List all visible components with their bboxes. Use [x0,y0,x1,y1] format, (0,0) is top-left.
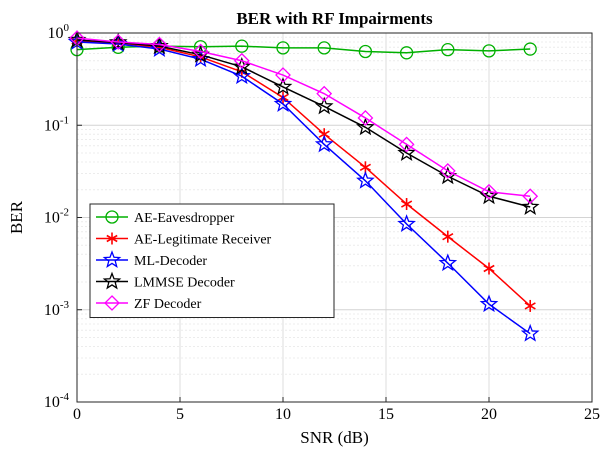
legend-entry: ML-Decoder [96,250,207,269]
data-point [314,96,334,115]
data-point [232,66,252,85]
legend-marker [106,232,118,245]
chart-title: BER with RF Impairments [236,9,433,28]
data-point [524,299,536,312]
legend-marker [104,295,120,311]
data-point [520,323,540,342]
data-point [479,294,499,313]
data-point [192,43,209,60]
legend-entry: AE-Eavesdropper [96,210,235,226]
legend-label: AE-Legitimate Receiver [134,233,272,248]
data-point [482,44,496,58]
data-point [397,143,416,161]
data-point [520,197,540,215]
data-point [399,46,414,60]
series-lmmse-decoder [67,30,540,215]
legend-marker [105,210,119,224]
series-zf-decoder [69,30,539,205]
data-point [439,162,456,179]
legend-box [89,203,335,318]
legend-marker [102,271,122,290]
data-point [316,85,333,102]
data-point [275,67,291,83]
legend-label: ML-Decoder [134,254,207,269]
data-point [356,170,375,189]
y-tick-label: 10-1 [44,114,69,134]
x-tick-label: 10 [275,406,291,423]
legend-entry: AE-Legitimate Receiver [96,232,272,248]
series-layer [67,30,540,342]
data-point [273,94,293,112]
legend-label: LMMSE Decoder [134,276,235,291]
series-line [76,37,531,197]
x-tick-label: 5 [176,406,184,423]
x-tick-label: 20 [481,406,497,423]
legend: AE-Eavesdropper AE-Legitimate Receiver ML-… [89,203,335,318]
y-tick-label: 10-2 [44,207,69,227]
data-point [151,36,168,53]
data-point [481,183,497,200]
data-point [397,214,416,232]
y-tick-label: 10-4 [44,391,70,411]
data-point [233,52,250,69]
data-point [110,34,127,50]
data-point [398,136,415,153]
series-line [76,41,531,335]
y-tick-label: 10-3 [44,299,70,319]
data-point [273,77,293,95]
data-point [357,110,374,126]
data-point [276,41,290,55]
data-point [356,117,375,136]
data-point [235,39,249,53]
data-point [523,42,537,56]
y-tick-label: 100 [48,22,70,42]
data-point [441,42,455,57]
legend-label: AE-Eavesdropper [134,211,235,226]
data-point [442,230,454,243]
data-point [358,44,373,59]
legend-label: ZF Decoder [134,297,202,312]
data-point [232,56,252,75]
x-tick-label: 25 [584,406,600,423]
data-point [314,134,334,153]
legend-marker [102,250,122,268]
legend-entry: ZF Decoder [96,295,202,312]
data-point [438,253,458,272]
legend-entry: LMMSE Decoder [96,271,235,291]
data-point [483,262,495,275]
ticks: 0 5 10 15 20 25 100 10-1 10-2 10-3 10-4 [44,22,600,423]
x-axis-label: SNR (dB) [300,428,368,447]
y-axis-label: BER [7,200,26,234]
x-tick-label: 15 [378,406,394,423]
data-point [522,188,539,205]
data-point [317,41,331,55]
x-tick-label: 0 [73,406,81,423]
data-point [401,198,413,211]
